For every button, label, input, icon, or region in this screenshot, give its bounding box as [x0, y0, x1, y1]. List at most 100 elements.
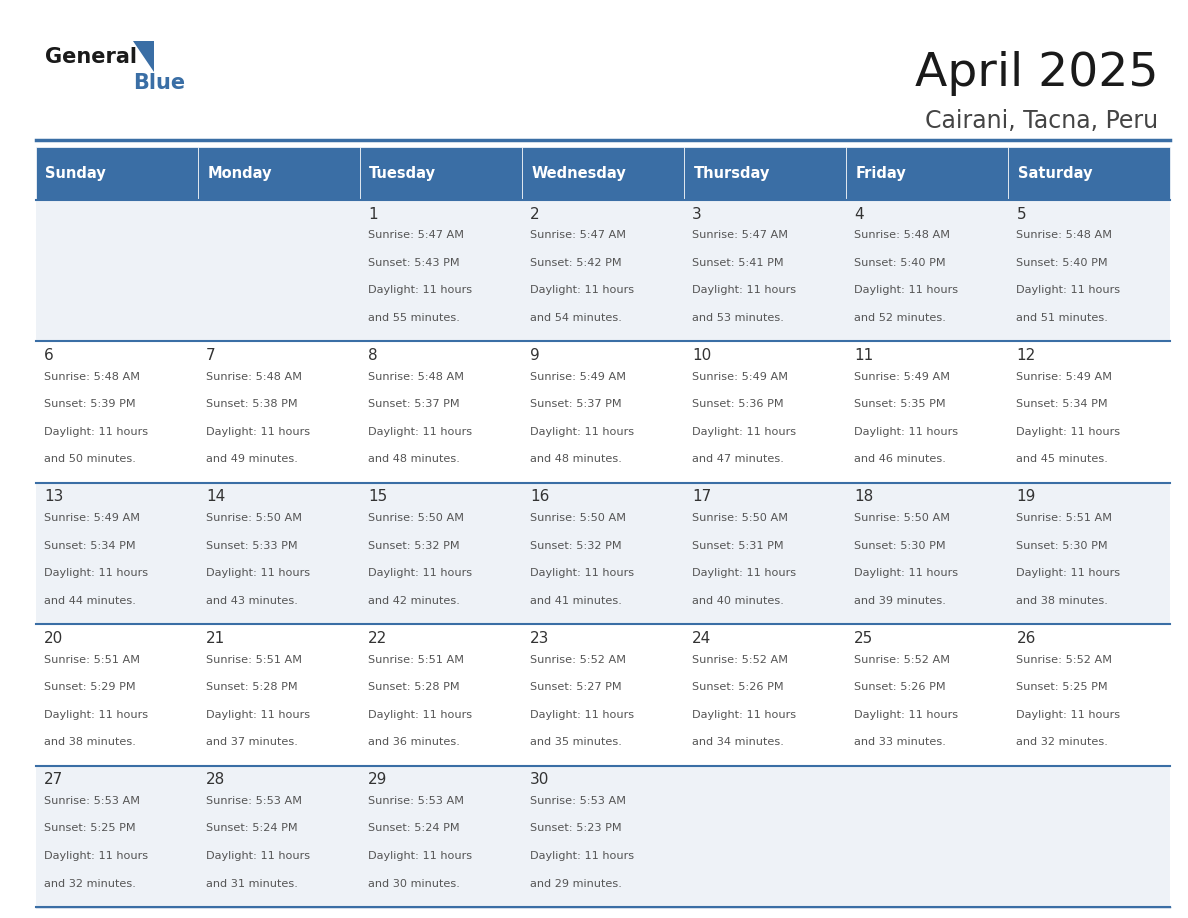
Text: Sunset: 5:31 PM: Sunset: 5:31 PM	[693, 541, 784, 551]
Text: Sunset: 5:35 PM: Sunset: 5:35 PM	[854, 399, 946, 409]
Text: Saturday: Saturday	[1018, 166, 1092, 181]
Text: and 42 minutes.: and 42 minutes.	[368, 596, 460, 606]
Text: Blue: Blue	[133, 73, 185, 93]
Text: Sunset: 5:40 PM: Sunset: 5:40 PM	[1017, 258, 1108, 268]
Text: and 33 minutes.: and 33 minutes.	[854, 737, 946, 747]
Text: Daylight: 11 hours: Daylight: 11 hours	[44, 710, 148, 720]
Text: Daylight: 11 hours: Daylight: 11 hours	[530, 851, 634, 861]
Text: Sunrise: 5:52 AM: Sunrise: 5:52 AM	[693, 655, 789, 665]
Text: and 35 minutes.: and 35 minutes.	[530, 737, 623, 747]
Text: Sunrise: 5:51 AM: Sunrise: 5:51 AM	[368, 655, 465, 665]
Text: and 40 minutes.: and 40 minutes.	[693, 596, 784, 606]
Text: Daylight: 11 hours: Daylight: 11 hours	[693, 427, 796, 437]
Bar	[197, 147, 360, 200]
Text: Daylight: 11 hours: Daylight: 11 hours	[368, 285, 473, 296]
Text: Daylight: 11 hours: Daylight: 11 hours	[854, 568, 959, 578]
Text: Daylight: 11 hours: Daylight: 11 hours	[44, 427, 148, 437]
Text: Sunrise: 5:47 AM: Sunrise: 5:47 AM	[693, 230, 789, 241]
Text: Daylight: 11 hours: Daylight: 11 hours	[854, 710, 959, 720]
Text: Daylight: 11 hours: Daylight: 11 hours	[693, 285, 796, 296]
Text: Sunset: 5:28 PM: Sunset: 5:28 PM	[368, 682, 460, 692]
Polygon shape	[133, 41, 154, 72]
Text: Sunset: 5:26 PM: Sunset: 5:26 PM	[854, 682, 946, 692]
Text: Sunset: 5:37 PM: Sunset: 5:37 PM	[368, 399, 460, 409]
Text: Daylight: 11 hours: Daylight: 11 hours	[368, 710, 473, 720]
Text: and 38 minutes.: and 38 minutes.	[44, 737, 135, 747]
Text: Sunset: 5:32 PM: Sunset: 5:32 PM	[530, 541, 621, 551]
Text: Sunrise: 5:48 AM: Sunrise: 5:48 AM	[854, 230, 950, 241]
Text: Friday: Friday	[855, 166, 906, 181]
Text: Sunset: 5:23 PM: Sunset: 5:23 PM	[530, 823, 621, 834]
Text: 30: 30	[530, 772, 550, 787]
Text: Sunset: 5:37 PM: Sunset: 5:37 PM	[530, 399, 621, 409]
Text: Daylight: 11 hours: Daylight: 11 hours	[1017, 427, 1120, 437]
Bar	[36, 341, 1170, 483]
Text: 7: 7	[206, 348, 216, 363]
Text: General: General	[45, 47, 137, 67]
Text: Sunrise: 5:52 AM: Sunrise: 5:52 AM	[854, 655, 950, 665]
Text: Daylight: 11 hours: Daylight: 11 hours	[530, 285, 634, 296]
Text: Daylight: 11 hours: Daylight: 11 hours	[530, 710, 634, 720]
Text: Sunrise: 5:51 AM: Sunrise: 5:51 AM	[206, 655, 302, 665]
Text: Daylight: 11 hours: Daylight: 11 hours	[44, 851, 148, 861]
Text: 11: 11	[854, 348, 873, 363]
Bar	[36, 200, 1170, 341]
Text: 23: 23	[530, 631, 550, 645]
Text: 12: 12	[1017, 348, 1036, 363]
Text: and 47 minutes.: and 47 minutes.	[693, 454, 784, 465]
Text: Sunset: 5:25 PM: Sunset: 5:25 PM	[1017, 682, 1108, 692]
Text: Sunrise: 5:50 AM: Sunrise: 5:50 AM	[693, 513, 789, 523]
Text: Sunrise: 5:48 AM: Sunrise: 5:48 AM	[206, 372, 302, 382]
Text: Sunrise: 5:50 AM: Sunrise: 5:50 AM	[368, 513, 465, 523]
Text: Monday: Monday	[207, 166, 272, 181]
Text: April 2025: April 2025	[915, 50, 1158, 96]
Text: Daylight: 11 hours: Daylight: 11 hours	[1017, 710, 1120, 720]
Text: Sunday: Sunday	[45, 166, 106, 181]
Bar	[522, 147, 684, 200]
Text: 1: 1	[368, 207, 378, 221]
Text: Sunrise: 5:49 AM: Sunrise: 5:49 AM	[530, 372, 626, 382]
Text: Sunrise: 5:47 AM: Sunrise: 5:47 AM	[368, 230, 465, 241]
Text: and 45 minutes.: and 45 minutes.	[1017, 454, 1108, 465]
Text: 24: 24	[693, 631, 712, 645]
Text: Sunset: 5:30 PM: Sunset: 5:30 PM	[854, 541, 946, 551]
Text: 15: 15	[368, 489, 387, 504]
Bar	[846, 147, 1009, 200]
Bar	[1009, 147, 1170, 200]
Text: 22: 22	[368, 631, 387, 645]
Bar	[36, 766, 1170, 907]
Text: Daylight: 11 hours: Daylight: 11 hours	[206, 851, 310, 861]
Text: 17: 17	[693, 489, 712, 504]
Text: and 50 minutes.: and 50 minutes.	[44, 454, 135, 465]
Text: Cairani, Tacna, Peru: Cairani, Tacna, Peru	[925, 109, 1158, 133]
Text: and 41 minutes.: and 41 minutes.	[530, 596, 623, 606]
Text: Daylight: 11 hours: Daylight: 11 hours	[368, 568, 473, 578]
Text: Sunrise: 5:52 AM: Sunrise: 5:52 AM	[530, 655, 626, 665]
Text: Daylight: 11 hours: Daylight: 11 hours	[530, 427, 634, 437]
Text: Sunrise: 5:50 AM: Sunrise: 5:50 AM	[206, 513, 302, 523]
Text: Sunset: 5:24 PM: Sunset: 5:24 PM	[206, 823, 298, 834]
Text: and 54 minutes.: and 54 minutes.	[530, 313, 623, 323]
Text: Sunrise: 5:53 AM: Sunrise: 5:53 AM	[44, 796, 140, 806]
Text: Sunset: 5:34 PM: Sunset: 5:34 PM	[44, 541, 135, 551]
Text: Sunset: 5:40 PM: Sunset: 5:40 PM	[854, 258, 946, 268]
Text: 4: 4	[854, 207, 864, 221]
Bar	[684, 147, 846, 200]
Text: Sunrise: 5:48 AM: Sunrise: 5:48 AM	[368, 372, 465, 382]
Text: Sunset: 5:30 PM: Sunset: 5:30 PM	[1017, 541, 1108, 551]
Text: and 38 minutes.: and 38 minutes.	[1017, 596, 1108, 606]
Text: and 49 minutes.: and 49 minutes.	[206, 454, 298, 465]
Text: Daylight: 11 hours: Daylight: 11 hours	[206, 568, 310, 578]
Text: 27: 27	[44, 772, 63, 787]
Text: Daylight: 11 hours: Daylight: 11 hours	[530, 568, 634, 578]
Text: and 32 minutes.: and 32 minutes.	[44, 879, 135, 889]
Text: Daylight: 11 hours: Daylight: 11 hours	[368, 851, 473, 861]
Text: Daylight: 11 hours: Daylight: 11 hours	[693, 568, 796, 578]
Text: Sunset: 5:24 PM: Sunset: 5:24 PM	[368, 823, 460, 834]
Text: 2: 2	[530, 207, 539, 221]
Text: Daylight: 11 hours: Daylight: 11 hours	[206, 710, 310, 720]
Text: Sunset: 5:42 PM: Sunset: 5:42 PM	[530, 258, 621, 268]
Text: and 53 minutes.: and 53 minutes.	[693, 313, 784, 323]
Text: Daylight: 11 hours: Daylight: 11 hours	[44, 568, 148, 578]
Text: and 46 minutes.: and 46 minutes.	[854, 454, 946, 465]
